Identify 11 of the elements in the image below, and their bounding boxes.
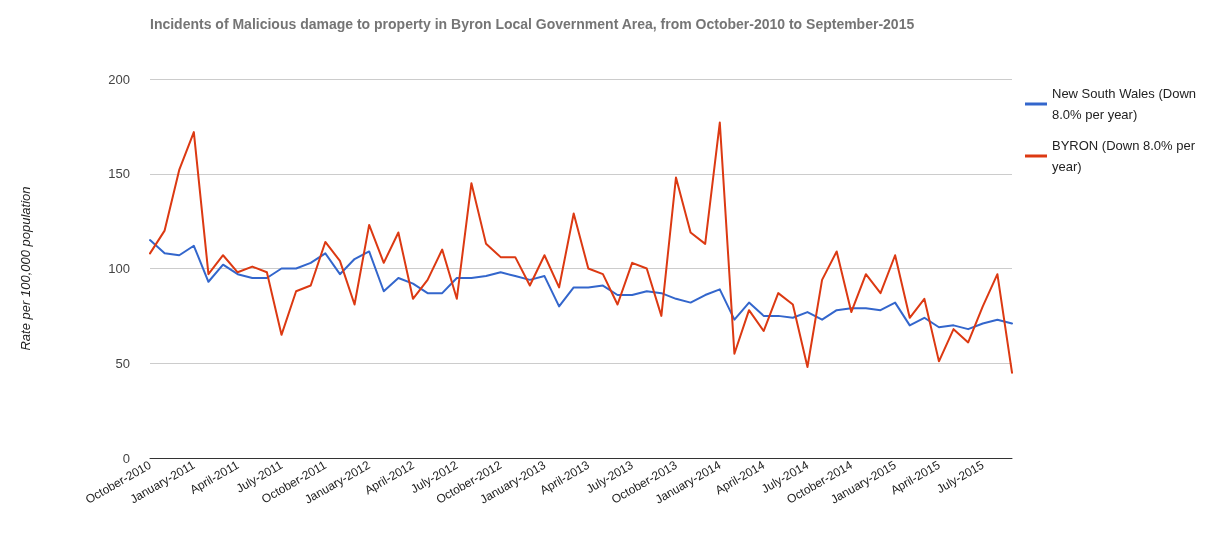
y-axis-title: Rate per 100,000 population <box>18 186 33 351</box>
line-series <box>149 239 1013 331</box>
y-tick-label: 100 <box>108 261 130 276</box>
legend-label: New South Wales (Down 8.0% per year) <box>1052 86 1200 122</box>
legend-label: BYRON (Down 8.0% per year) <box>1052 138 1199 174</box>
y-tick-label: 200 <box>108 71 130 87</box>
y-tick-label: 50 <box>115 355 130 371</box>
line-series <box>149 121 1013 374</box>
y-tick-label: 150 <box>108 166 130 182</box>
chart-title: Incidents of Malicious damage to property in Byron Local Government Area, from October-2010 to September-2015 <box>150 15 915 32</box>
y-tick-label: 0 <box>122 450 130 466</box>
